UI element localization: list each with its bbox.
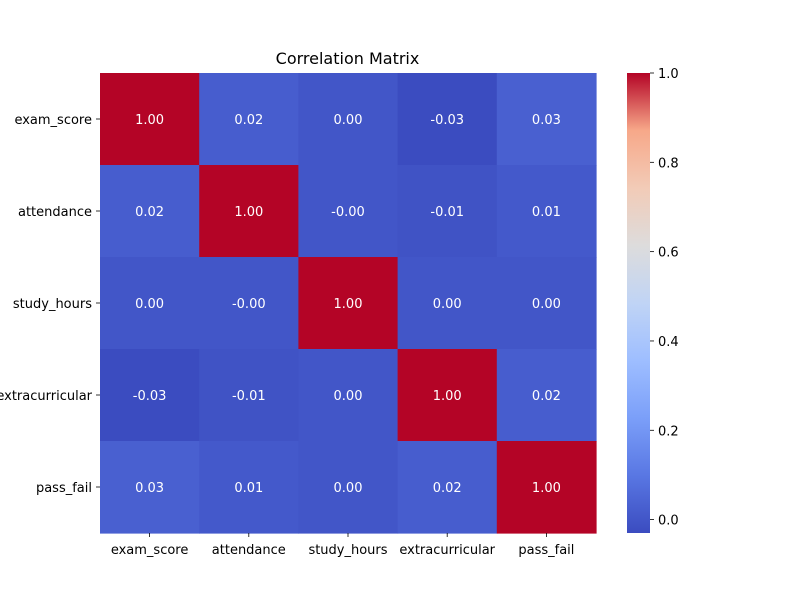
heatmap-value-label: 0.02: [135, 205, 164, 220]
heatmap-value-label: -0.01: [232, 389, 266, 404]
heatmap-cell: [397, 165, 498, 258]
colorbar-ticks: 0.0 0.2 0.4 0.6 0.8 1.0: [650, 67, 679, 529]
y-tick-label: pass_fail: [36, 481, 92, 496]
heatmap-cell: [397, 257, 498, 350]
x-tick-label: attendance: [212, 543, 286, 558]
colorbar-tick-label: 0.8: [658, 156, 679, 171]
heatmap-cell: [100, 257, 200, 350]
colorbar-tick-label: 0.6: [658, 246, 679, 261]
heatmap-value-label: -0.01: [430, 205, 464, 220]
heatmap-value-label: 1.00: [334, 297, 363, 312]
heatmap-value-label: -0.00: [232, 297, 266, 312]
heatmap-value-label: 0.02: [532, 389, 561, 404]
heatmap-cell: [298, 73, 399, 166]
heatmap-cell: [100, 73, 200, 166]
x-tick-label: study_hours: [308, 543, 387, 558]
heatmap-cell: [100, 441, 200, 534]
heatmap-value-label: 0.00: [135, 297, 164, 312]
heatmap-cell: [199, 257, 299, 350]
heatmap-cell: [397, 73, 498, 166]
heatmap-value-label: 0.01: [532, 205, 561, 220]
heatmap-value-label: 0.02: [234, 113, 263, 128]
heatmap-value-label: 0.00: [334, 113, 363, 128]
heatmap-cell: [496, 165, 597, 258]
heatmap-cell: [496, 349, 597, 442]
heatmap-cell: [199, 349, 299, 442]
colorbar-gradient: [627, 73, 650, 533]
chart-title: Correlation Matrix: [276, 49, 420, 68]
heatmap-value-label: 0.00: [532, 297, 561, 312]
heatmap-value-label: 0.03: [532, 113, 561, 128]
heatmap-value-label: 1.00: [532, 481, 561, 496]
heatmap-value-label: 1.00: [234, 205, 263, 220]
heatmap-cell: [298, 165, 399, 258]
heatmap-value-label: 1.00: [433, 389, 462, 404]
colorbar-tick-label: 0.2: [658, 424, 679, 439]
heatmap-cell: [199, 165, 299, 258]
heatmap-cell: [298, 257, 399, 350]
heatmap-value-label: -0.03: [133, 389, 167, 404]
colorbar-tick-label: 1.0: [658, 67, 679, 82]
x-axis: exam_score attendance study_hours extracurr…: [111, 533, 574, 558]
y-axis: exam_score attendance study_hours extracurr…: [0, 113, 100, 496]
heatmap-cell: [496, 73, 597, 166]
heatmap-value-label: 0.03: [135, 481, 164, 496]
heatmap-value-label: 0.01: [234, 481, 263, 496]
heatmap-value-label: -0.00: [331, 205, 365, 220]
heatmap-cell: [199, 441, 299, 534]
heatmap-value-label: 0.02: [433, 481, 462, 496]
heatmap-cell: [496, 257, 597, 350]
heatmap-value-label: -0.03: [430, 113, 464, 128]
x-tick-label: exam_score: [111, 543, 189, 558]
heatmap-cell: [199, 73, 299, 166]
colorbar-tick-label: 0.0: [658, 514, 679, 529]
y-tick-label: attendance: [18, 205, 92, 220]
heatmap-value-label: 0.00: [334, 389, 363, 404]
y-tick-label: extracurricular: [0, 389, 93, 404]
heatmap-cell: [298, 441, 399, 534]
x-tick-label: extracurricular: [399, 543, 495, 558]
heatmap-cell: [397, 349, 498, 442]
x-tick-label: pass_fail: [518, 543, 574, 558]
y-tick-label: exam_score: [14, 113, 92, 128]
colorbar: 0.0 0.2 0.4 0.6 0.8 1.0: [627, 67, 679, 533]
heatmap-value-label: 0.00: [334, 481, 363, 496]
heatmap-value-label: 1.00: [135, 113, 164, 128]
heatmap-cell: [298, 349, 399, 442]
heatmap-value-labels: 1.00 0.02 0.00 -0.03 0.03 0.02 1.00 -0.00 -0.01 0…: [133, 113, 561, 496]
heatmap-value-label: 0.00: [433, 297, 462, 312]
heatmap-cell: [100, 349, 200, 442]
heatmap-cell: [397, 441, 498, 534]
heatmap-cell: [100, 165, 200, 258]
heatmap-cells: [100, 73, 597, 534]
y-tick-label: study_hours: [13, 297, 92, 312]
heatmap-cell: [496, 441, 597, 534]
colorbar-tick-label: 0.4: [658, 335, 679, 350]
